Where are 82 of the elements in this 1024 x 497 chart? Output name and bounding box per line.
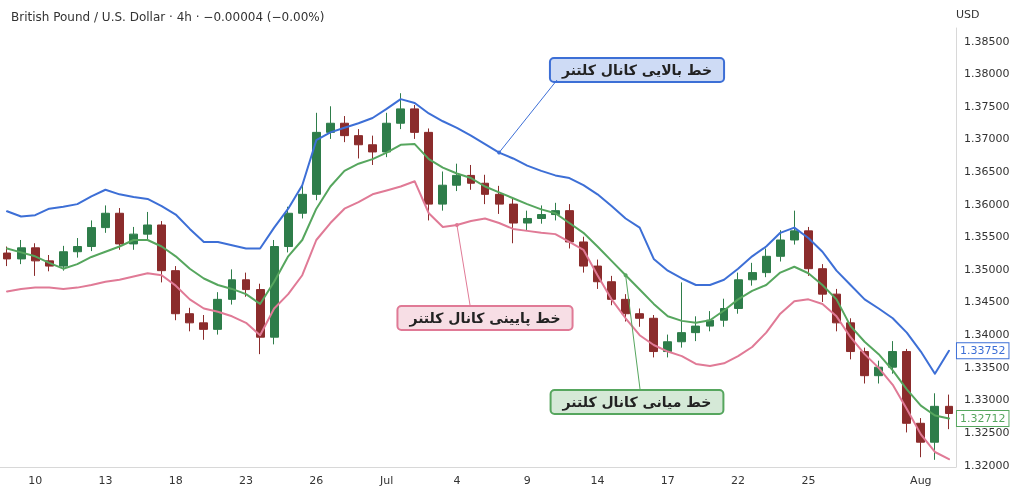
- candlestick: [649, 314, 658, 358]
- candlestick: [115, 207, 124, 251]
- candlestick: [748, 262, 757, 287]
- candlestick: [73, 237, 82, 259]
- candlestick: [945, 394, 953, 430]
- x-tick-label: 18: [168, 474, 183, 487]
- x-tick-label: 14: [590, 474, 605, 487]
- candlestick: [691, 315, 700, 342]
- candlestick: [59, 245, 68, 272]
- candlestick: [509, 197, 518, 244]
- candlestick: [185, 307, 194, 332]
- line-series: [6, 98, 950, 375]
- candlestick: [930, 392, 939, 461]
- x-tick-label: 25: [801, 474, 816, 487]
- y-tick-label: 1.35500: [964, 230, 1010, 244]
- candlestick: [242, 272, 250, 298]
- y-tick-label: 1.38000: [964, 67, 1010, 81]
- y-tick-label: 1.35000: [964, 262, 1010, 276]
- candlestick: [776, 229, 785, 263]
- candlestick: [537, 204, 546, 225]
- candlestick: [87, 219, 96, 252]
- candlestick: [523, 210, 532, 231]
- x-tick-label: 23: [239, 474, 254, 487]
- candlestick: [860, 347, 869, 385]
- y-tick-label: 1.36000: [964, 197, 1010, 211]
- candlestick: [270, 239, 279, 345]
- y-tick-label: 1.33500: [964, 360, 1010, 374]
- candlestick: [495, 185, 504, 215]
- candlestick: [888, 340, 897, 375]
- candlestick: [101, 204, 110, 234]
- y-tick-label: 1.34000: [964, 328, 1010, 342]
- candlestick: [804, 226, 813, 277]
- x-tick-label: 26: [309, 474, 324, 487]
- candlestick: [284, 206, 293, 253]
- x-tick-label: 4: [453, 474, 461, 487]
- candlestick: [790, 210, 799, 246]
- candlestick: [452, 163, 461, 192]
- candlestick: [762, 247, 771, 278]
- candlestick: [312, 112, 321, 201]
- candlestick: [298, 185, 307, 219]
- x-tick-label: 9: [523, 474, 531, 487]
- data-label: 1.33752: [959, 344, 1006, 358]
- line-series: [6, 143, 950, 420]
- y-axis-title: USD: [956, 8, 980, 21]
- candlestick: [902, 348, 911, 433]
- candlestick: [396, 92, 405, 130]
- candlestick: [171, 265, 180, 321]
- y-tick-label: 1.32500: [964, 425, 1010, 439]
- candlestick: [157, 220, 166, 283]
- y-tick-label: 1.33000: [964, 393, 1010, 407]
- x-tick-label: Jul: [378, 474, 394, 487]
- y-tick-label: 1.36500: [964, 165, 1010, 179]
- text: خط بالایی کانال کلتنر: [560, 62, 713, 79]
- x-tick-label: 13: [98, 474, 113, 487]
- candlestick: [143, 211, 152, 240]
- line-series: [6, 180, 950, 461]
- x-tick-label: 22: [731, 474, 746, 487]
- y-tick-label: 1.37000: [964, 132, 1010, 146]
- candlestick: [734, 272, 743, 315]
- y-tick-label: 1.38500: [964, 34, 1010, 48]
- candlestick: [410, 104, 419, 140]
- candlestick: [199, 314, 208, 341]
- text: خط پایینی کانال کلتنر: [408, 310, 561, 327]
- candlestick: [677, 281, 686, 349]
- chart-title: British Pound / U.S. Dollar · 4h · −0.00004 (−0.00%): [11, 10, 325, 24]
- candlestick: [368, 135, 377, 166]
- candlestick: [354, 128, 363, 159]
- text: خط میانی کانال کلتنر: [561, 394, 712, 411]
- y-tick-label: 1.37500: [964, 99, 1010, 113]
- candlestick: [438, 171, 447, 212]
- x-tick-label: 17: [660, 474, 675, 487]
- candlestick: [213, 291, 222, 336]
- candlestick: [635, 307, 644, 328]
- data-label: 1.32712: [959, 412, 1006, 426]
- y-tick-label: 1.32000: [964, 458, 1010, 472]
- y-tick-label: 1.34500: [964, 295, 1010, 309]
- candlestick: [3, 246, 11, 267]
- x-tick-label: 10: [28, 474, 43, 487]
- x-tick-label: Aug: [910, 474, 932, 487]
- candlestick: [424, 127, 433, 221]
- candlestick: [382, 112, 391, 158]
- candlestick: [607, 275, 616, 306]
